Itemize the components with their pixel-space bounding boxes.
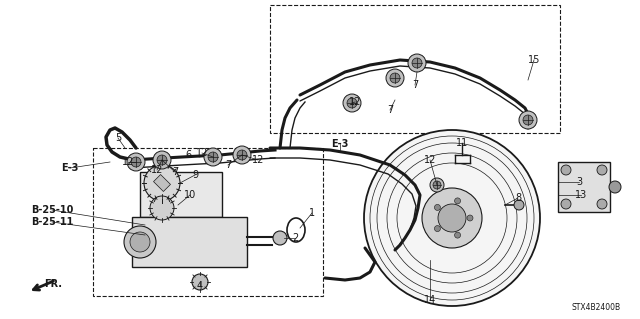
Text: 12: 12 xyxy=(196,148,208,158)
Circle shape xyxy=(144,165,180,201)
Text: 6: 6 xyxy=(185,150,191,160)
Circle shape xyxy=(609,181,621,193)
Text: 7: 7 xyxy=(172,167,178,177)
Circle shape xyxy=(124,226,156,258)
Circle shape xyxy=(153,151,171,169)
Circle shape xyxy=(347,98,357,108)
Circle shape xyxy=(130,232,150,252)
Text: E-3: E-3 xyxy=(61,163,79,173)
Bar xyxy=(93,148,323,296)
Text: 3: 3 xyxy=(576,177,582,187)
Circle shape xyxy=(408,54,426,72)
Text: 4: 4 xyxy=(197,281,203,291)
Text: FR.: FR. xyxy=(44,279,62,289)
Bar xyxy=(270,5,560,133)
Circle shape xyxy=(454,198,461,204)
Text: 5: 5 xyxy=(115,133,121,143)
Circle shape xyxy=(435,204,440,211)
Circle shape xyxy=(433,181,441,189)
Circle shape xyxy=(343,94,361,112)
Circle shape xyxy=(390,73,400,83)
Text: 7: 7 xyxy=(387,105,393,115)
Circle shape xyxy=(438,204,466,232)
Text: STX4B2400B: STX4B2400B xyxy=(572,302,621,311)
Text: 1: 1 xyxy=(309,208,315,218)
Circle shape xyxy=(157,155,167,165)
Circle shape xyxy=(192,274,208,290)
Bar xyxy=(558,162,610,212)
Text: 14: 14 xyxy=(424,295,436,305)
Circle shape xyxy=(273,231,287,245)
Text: 12: 12 xyxy=(252,155,264,165)
Circle shape xyxy=(233,146,251,164)
Circle shape xyxy=(519,111,537,129)
Circle shape xyxy=(237,150,247,160)
Circle shape xyxy=(467,215,473,221)
Circle shape xyxy=(386,69,404,87)
Bar xyxy=(140,172,222,217)
Text: 10: 10 xyxy=(184,190,196,200)
Text: E-3: E-3 xyxy=(332,139,349,149)
Circle shape xyxy=(597,165,607,175)
Text: B-25-11: B-25-11 xyxy=(31,217,73,227)
Circle shape xyxy=(150,196,174,220)
Circle shape xyxy=(422,188,482,248)
Bar xyxy=(154,174,170,191)
Text: 8: 8 xyxy=(515,193,521,203)
Text: 12: 12 xyxy=(122,157,134,167)
Circle shape xyxy=(561,165,571,175)
Circle shape xyxy=(127,153,145,171)
Bar xyxy=(132,217,247,267)
Text: 12: 12 xyxy=(151,165,163,175)
Circle shape xyxy=(454,232,461,238)
Circle shape xyxy=(435,226,440,232)
Circle shape xyxy=(514,200,524,210)
Circle shape xyxy=(208,152,218,162)
Text: 2: 2 xyxy=(292,233,298,243)
Text: 9: 9 xyxy=(192,170,198,180)
Circle shape xyxy=(523,115,533,125)
Text: 13: 13 xyxy=(575,190,587,200)
Text: 11: 11 xyxy=(456,138,468,148)
Circle shape xyxy=(131,157,141,167)
Text: 12: 12 xyxy=(349,97,361,107)
Circle shape xyxy=(430,178,444,192)
Circle shape xyxy=(561,199,571,209)
Circle shape xyxy=(364,130,540,306)
Text: 7: 7 xyxy=(225,160,231,170)
Circle shape xyxy=(204,148,222,166)
Circle shape xyxy=(412,58,422,68)
Text: 15: 15 xyxy=(528,55,540,65)
Circle shape xyxy=(597,199,607,209)
Text: 7: 7 xyxy=(412,80,418,90)
Text: B-25-10: B-25-10 xyxy=(31,205,73,215)
Text: 12: 12 xyxy=(424,155,436,165)
